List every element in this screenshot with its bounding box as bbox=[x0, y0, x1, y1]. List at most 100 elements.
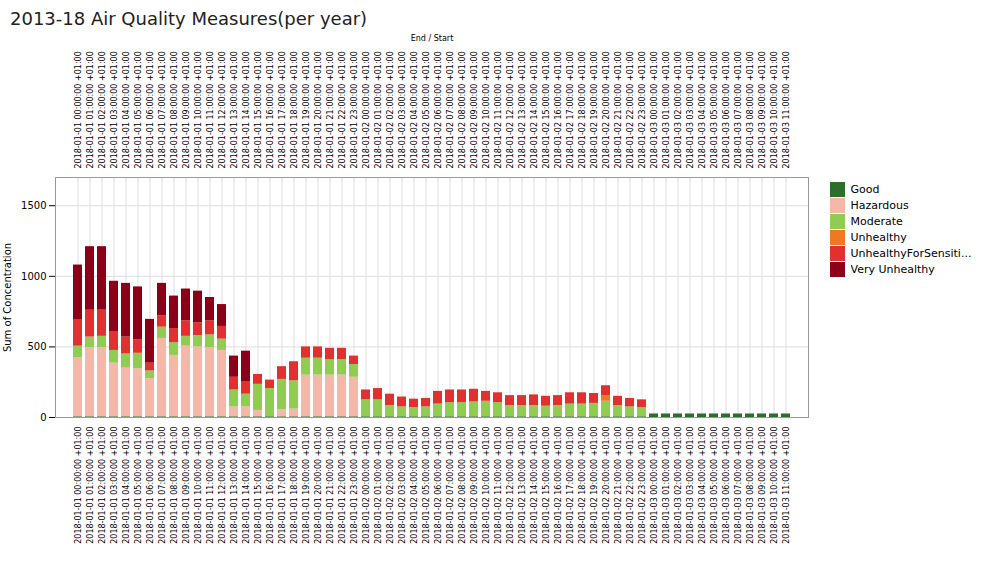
svg-text:2018-01-01 01:00:00 +01:00: 2018-01-01 01:00:00 +01:00 bbox=[86, 427, 95, 544]
svg-text:2018-01-03 09:00:00 +01:00: 2018-01-03 09:00:00 +01:00 bbox=[758, 51, 767, 168]
svg-text:2018-01-02 21:00:00 +01:00: 2018-01-02 21:00:00 +01:00 bbox=[614, 51, 623, 168]
svg-text:2018-01-02 12:00:00 +01:00: 2018-01-02 12:00:00 +01:00 bbox=[506, 427, 515, 544]
svg-text:2018-01-03 00:00:00 +01:00: 2018-01-03 00:00:00 +01:00 bbox=[650, 51, 659, 168]
svg-text:2018-01-01 12:00:00 +01:00: 2018-01-01 12:00:00 +01:00 bbox=[218, 427, 227, 544]
svg-text:2018-01-01 20:00:00 +01:00: 2018-01-01 20:00:00 +01:00 bbox=[314, 427, 323, 544]
svg-text:2018-01-01 14:00:00 +01:00: 2018-01-01 14:00:00 +01:00 bbox=[242, 51, 251, 168]
svg-text:2018-01-01 12:00:00 +01:00: 2018-01-01 12:00:00 +01:00 bbox=[218, 51, 227, 168]
svg-text:2018-01-01 19:00:00 +01:00: 2018-01-01 19:00:00 +01:00 bbox=[302, 427, 311, 544]
svg-text:2018-01-01 02:00:00 +01:00: 2018-01-01 02:00:00 +01:00 bbox=[98, 51, 107, 168]
svg-text:2018-01-02 20:00:00 +01:00: 2018-01-02 20:00:00 +01:00 bbox=[602, 51, 611, 168]
svg-text:2018-01-03 11:00:00 +01:00: 2018-01-03 11:00:00 +01:00 bbox=[782, 51, 791, 168]
svg-text:2018-01-02 12:00:00 +01:00: 2018-01-02 12:00:00 +01:00 bbox=[506, 51, 515, 168]
svg-text:2018-01-03 05:00:00 +01:00: 2018-01-03 05:00:00 +01:00 bbox=[710, 51, 719, 168]
svg-text:2018-01-03 04:00:00 +01:00: 2018-01-03 04:00:00 +01:00 bbox=[698, 427, 707, 544]
svg-text:1500: 1500 bbox=[21, 200, 46, 211]
svg-text:Sum of Concentration: Sum of Concentration bbox=[2, 243, 13, 352]
svg-text:0: 0 bbox=[40, 412, 46, 423]
svg-text:2018-01-02 16:00:00 +01:00: 2018-01-02 16:00:00 +01:00 bbox=[554, 427, 563, 544]
svg-text:2018-01-01 00:00:00 +01:00: 2018-01-01 00:00:00 +01:00 bbox=[74, 427, 83, 544]
svg-text:2018-01-03 07:00:00 +01:00: 2018-01-03 07:00:00 +01:00 bbox=[734, 51, 743, 168]
svg-text:2018-01-03 11:00:00 +01:00: 2018-01-03 11:00:00 +01:00 bbox=[782, 427, 791, 544]
svg-text:2018-01-01 00:00:00 +01:00: 2018-01-01 00:00:00 +01:00 bbox=[74, 51, 83, 168]
svg-text:2018-01-02 03:00:00 +01:00: 2018-01-02 03:00:00 +01:00 bbox=[398, 51, 407, 168]
svg-text:2018-01-02 10:00:00 +01:00: 2018-01-02 10:00:00 +01:00 bbox=[482, 51, 491, 168]
svg-text:2018-01-01 22:00:00 +01:00: 2018-01-01 22:00:00 +01:00 bbox=[338, 427, 347, 544]
svg-text:2018-01-03 02:00:00 +01:00: 2018-01-03 02:00:00 +01:00 bbox=[674, 51, 683, 168]
svg-text:2018-01-01 14:00:00 +01:00: 2018-01-01 14:00:00 +01:00 bbox=[242, 427, 251, 544]
svg-text:2018-01-03 03:00:00 +01:00: 2018-01-03 03:00:00 +01:00 bbox=[686, 51, 695, 168]
svg-text:2018-01-02 06:00:00 +01:00: 2018-01-02 06:00:00 +01:00 bbox=[434, 427, 443, 544]
svg-text:2018-01-02 11:00:00 +01:00: 2018-01-02 11:00:00 +01:00 bbox=[494, 427, 503, 544]
svg-text:2018-01-02 07:00:00 +01:00: 2018-01-02 07:00:00 +01:00 bbox=[446, 51, 455, 168]
svg-text:2018-01-03 01:00:00 +01:00: 2018-01-03 01:00:00 +01:00 bbox=[662, 427, 671, 544]
svg-text:2018-01-01 16:00:00 +01:00: 2018-01-01 16:00:00 +01:00 bbox=[266, 51, 275, 168]
svg-text:2018-01-03 03:00:00 +01:00: 2018-01-03 03:00:00 +01:00 bbox=[686, 427, 695, 544]
svg-text:2018-01-01 10:00:00 +01:00: 2018-01-01 10:00:00 +01:00 bbox=[194, 427, 203, 544]
svg-text:2018-01-02 15:00:00 +01:00: 2018-01-02 15:00:00 +01:00 bbox=[542, 51, 551, 168]
svg-text:2018-01-01 02:00:00 +01:00: 2018-01-01 02:00:00 +01:00 bbox=[98, 427, 107, 544]
svg-text:2018-01-01 07:00:00 +01:00: 2018-01-01 07:00:00 +01:00 bbox=[158, 427, 167, 544]
svg-text:2018-01-02 14:00:00 +01:00: 2018-01-02 14:00:00 +01:00 bbox=[530, 51, 539, 168]
svg-text:2018-01-03 04:00:00 +01:00: 2018-01-03 04:00:00 +01:00 bbox=[698, 51, 707, 168]
svg-text:2018-01-03 10:00:00 +01:00: 2018-01-03 10:00:00 +01:00 bbox=[770, 427, 779, 544]
svg-text:2018-01-01 22:00:00 +01:00: 2018-01-01 22:00:00 +01:00 bbox=[338, 51, 347, 168]
svg-text:2018-01-02 08:00:00 +01:00: 2018-01-02 08:00:00 +01:00 bbox=[458, 427, 467, 544]
svg-text:2018-01-02 01:00:00 +01:00: 2018-01-02 01:00:00 +01:00 bbox=[374, 427, 383, 544]
svg-text:2018-01-01 15:00:00 +01:00: 2018-01-01 15:00:00 +01:00 bbox=[254, 51, 263, 168]
svg-text:2018-01-01 06:00:00 +01:00: 2018-01-01 06:00:00 +01:00 bbox=[146, 427, 155, 544]
svg-text:2018-01-01 23:00:00 +01:00: 2018-01-01 23:00:00 +01:00 bbox=[350, 427, 359, 544]
svg-text:2018-01-01 17:00:00 +01:00: 2018-01-01 17:00:00 +01:00 bbox=[278, 427, 287, 544]
svg-text:2018-01-02 21:00:00 +01:00: 2018-01-02 21:00:00 +01:00 bbox=[614, 427, 623, 544]
svg-text:2018-01-01 10:00:00 +01:00: 2018-01-01 10:00:00 +01:00 bbox=[194, 51, 203, 168]
svg-text:2018-01-02 11:00:00 +01:00: 2018-01-02 11:00:00 +01:00 bbox=[494, 51, 503, 168]
svg-text:2018-01-02 17:00:00 +01:00: 2018-01-02 17:00:00 +01:00 bbox=[566, 51, 575, 168]
svg-text:2018-01-02 13:00:00 +01:00: 2018-01-02 13:00:00 +01:00 bbox=[518, 427, 527, 544]
svg-text:2018-01-02 01:00:00 +01:00: 2018-01-02 01:00:00 +01:00 bbox=[374, 51, 383, 168]
svg-text:2018-01-02 22:00:00 +01:00: 2018-01-02 22:00:00 +01:00 bbox=[626, 51, 635, 168]
svg-text:2018-01-02 05:00:00 +01:00: 2018-01-02 05:00:00 +01:00 bbox=[422, 427, 431, 544]
svg-text:2018-01-02 06:00:00 +01:00: 2018-01-02 06:00:00 +01:00 bbox=[434, 51, 443, 168]
svg-text:2018-01-03 09:00:00 +01:00: 2018-01-03 09:00:00 +01:00 bbox=[758, 427, 767, 544]
svg-text:2018-01-02 20:00:00 +01:00: 2018-01-02 20:00:00 +01:00 bbox=[602, 427, 611, 544]
svg-text:2018-01-02 02:00:00 +01:00: 2018-01-02 02:00:00 +01:00 bbox=[386, 427, 395, 544]
svg-text:2018-01-02 15:00:00 +01:00: 2018-01-02 15:00:00 +01:00 bbox=[542, 427, 551, 544]
svg-text:End / Start: End / Start bbox=[411, 34, 454, 43]
svg-text:2018-01-02 03:00:00 +01:00: 2018-01-02 03:00:00 +01:00 bbox=[398, 427, 407, 544]
svg-text:2018-01-01 20:00:00 +01:00: 2018-01-01 20:00:00 +01:00 bbox=[314, 51, 323, 168]
svg-text:2018-01-02 13:00:00 +01:00: 2018-01-02 13:00:00 +01:00 bbox=[518, 51, 527, 168]
svg-text:2018-01-03 00:00:00 +01:00: 2018-01-03 00:00:00 +01:00 bbox=[650, 427, 659, 544]
svg-text:2018-01-01 19:00:00 +01:00: 2018-01-01 19:00:00 +01:00 bbox=[302, 51, 311, 168]
svg-text:2018-01-02 08:00:00 +01:00: 2018-01-02 08:00:00 +01:00 bbox=[458, 51, 467, 168]
svg-text:2018-01-01 21:00:00 +01:00: 2018-01-01 21:00:00 +01:00 bbox=[326, 51, 335, 168]
svg-text:2018-01-03 08:00:00 +01:00: 2018-01-03 08:00:00 +01:00 bbox=[746, 427, 755, 544]
svg-text:2018-01-03 06:00:00 +01:00: 2018-01-03 06:00:00 +01:00 bbox=[722, 51, 731, 168]
svg-text:2018-01-01 16:00:00 +01:00: 2018-01-01 16:00:00 +01:00 bbox=[266, 427, 275, 544]
svg-text:2018-01-02 07:00:00 +01:00: 2018-01-02 07:00:00 +01:00 bbox=[446, 427, 455, 544]
svg-text:2018-01-02 05:00:00 +01:00: 2018-01-02 05:00:00 +01:00 bbox=[422, 51, 431, 168]
svg-text:2018-01-02 16:00:00 +01:00: 2018-01-02 16:00:00 +01:00 bbox=[554, 51, 563, 168]
svg-text:2018-01-03 08:00:00 +01:00: 2018-01-03 08:00:00 +01:00 bbox=[746, 51, 755, 168]
svg-text:2018-01-01 03:00:00 +01:00: 2018-01-01 03:00:00 +01:00 bbox=[110, 51, 119, 168]
svg-text:2018-01-01 15:00:00 +01:00: 2018-01-01 15:00:00 +01:00 bbox=[254, 427, 263, 544]
svg-text:2018-01-03 10:00:00 +01:00: 2018-01-03 10:00:00 +01:00 bbox=[770, 51, 779, 168]
svg-text:2018-01-02 04:00:00 +01:00: 2018-01-02 04:00:00 +01:00 bbox=[410, 51, 419, 168]
svg-text:2018-01-01 18:00:00 +01:00: 2018-01-01 18:00:00 +01:00 bbox=[290, 427, 299, 544]
svg-text:1000: 1000 bbox=[21, 271, 46, 282]
svg-text:2018-01-01 17:00:00 +01:00: 2018-01-01 17:00:00 +01:00 bbox=[278, 51, 287, 168]
svg-text:2018-01-02 22:00:00 +01:00: 2018-01-02 22:00:00 +01:00 bbox=[626, 427, 635, 544]
svg-text:2018-01-02 09:00:00 +01:00: 2018-01-02 09:00:00 +01:00 bbox=[470, 51, 479, 168]
svg-text:2018-01-01 01:00:00 +01:00: 2018-01-01 01:00:00 +01:00 bbox=[86, 51, 95, 168]
svg-text:2018-01-03 05:00:00 +01:00: 2018-01-03 05:00:00 +01:00 bbox=[710, 427, 719, 544]
svg-text:2018-01-01 05:00:00 +01:00: 2018-01-01 05:00:00 +01:00 bbox=[134, 427, 143, 544]
svg-text:2018-01-01 08:00:00 +01:00: 2018-01-01 08:00:00 +01:00 bbox=[170, 51, 179, 168]
svg-text:2018-01-01 13:00:00 +01:00: 2018-01-01 13:00:00 +01:00 bbox=[230, 427, 239, 544]
svg-text:2018-01-02 00:00:00 +01:00: 2018-01-02 00:00:00 +01:00 bbox=[362, 427, 371, 544]
svg-text:2018-01-02 04:00:00 +01:00: 2018-01-02 04:00:00 +01:00 bbox=[410, 427, 419, 544]
svg-text:2018-01-01 09:00:00 +01:00: 2018-01-01 09:00:00 +01:00 bbox=[182, 51, 191, 168]
svg-text:2018-01-01 04:00:00 +01:00: 2018-01-01 04:00:00 +01:00 bbox=[122, 427, 131, 544]
svg-text:2018-01-01 21:00:00 +01:00: 2018-01-01 21:00:00 +01:00 bbox=[326, 427, 335, 544]
svg-text:2018-01-01 08:00:00 +01:00: 2018-01-01 08:00:00 +01:00 bbox=[170, 427, 179, 544]
svg-text:2018-01-03 01:00:00 +01:00: 2018-01-03 01:00:00 +01:00 bbox=[662, 51, 671, 168]
svg-text:2018-01-02 17:00:00 +01:00: 2018-01-02 17:00:00 +01:00 bbox=[566, 427, 575, 544]
